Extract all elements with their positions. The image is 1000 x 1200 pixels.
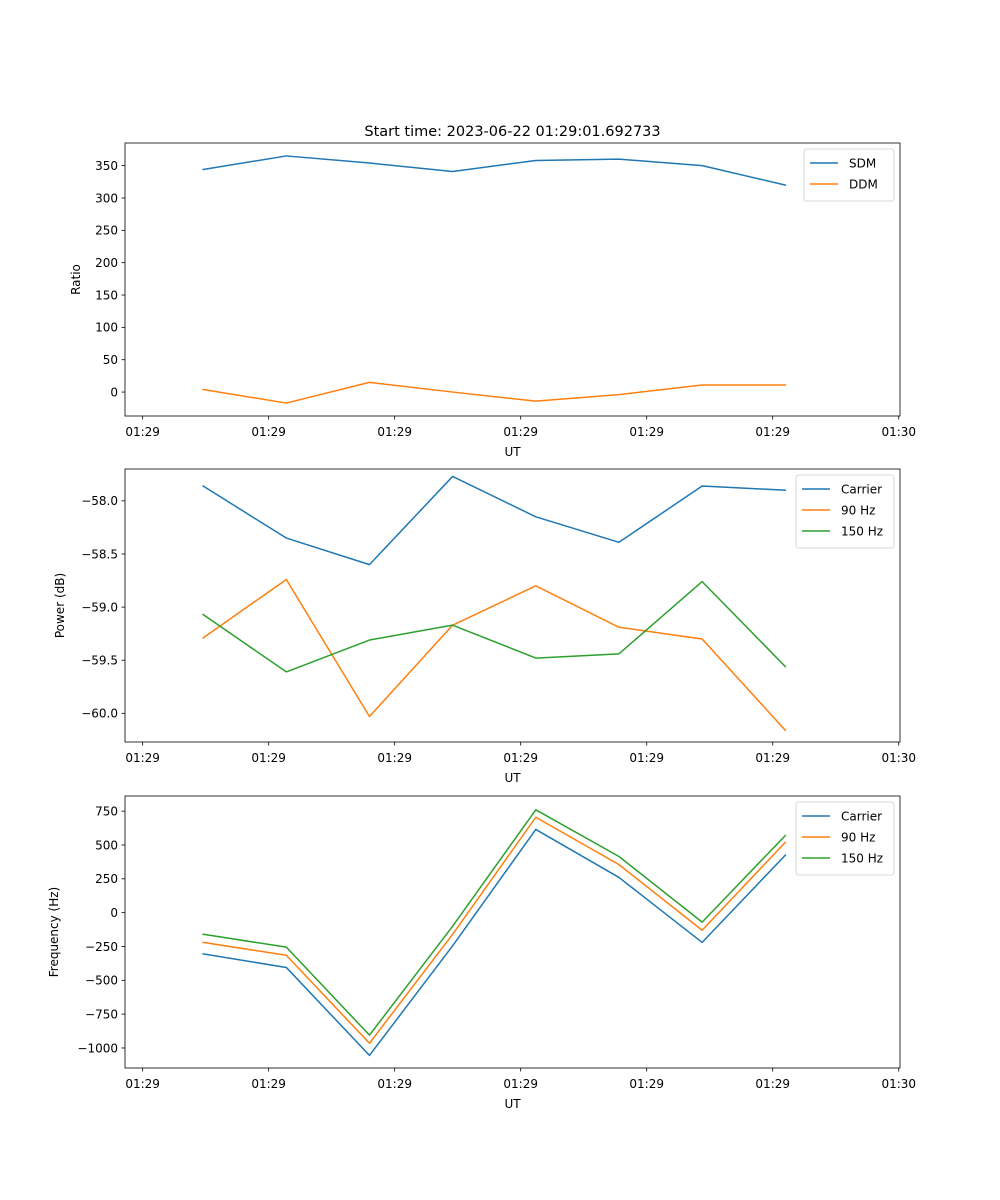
chart-3-y-tick-label: −500 xyxy=(85,974,118,988)
chart-1-y-tick-label: 100 xyxy=(95,321,118,335)
chart-1-axes-frame xyxy=(124,142,901,417)
chart-2-y-tick-label: −58.5 xyxy=(81,547,118,561)
subplot-2: 01:29 01:29 01:29 01:29 01:29 01:29 01:30 UT −60… xyxy=(53,468,916,785)
chart-1-x-tick-label: 01:30 xyxy=(881,425,916,439)
chart-3-y-tick-label: 0 xyxy=(110,906,118,920)
chart-1-x-tick-label: 01:29 xyxy=(755,425,790,439)
chart-1-y-tick-label: 300 xyxy=(95,191,118,205)
chart-2-legend-entry-3: 150 Hz xyxy=(841,525,883,539)
chart-2-legend: Carrier 90 Hz 150 Hz xyxy=(795,474,895,549)
chart-2-y-tick-label: −60.0 xyxy=(81,707,118,721)
chart-3-legend-box xyxy=(795,801,895,876)
chart-2-series-1-line xyxy=(202,475,787,566)
chart-3-legend-entry-2: 90 Hz xyxy=(841,831,875,845)
chart-3-series-2-line xyxy=(202,816,787,1044)
chart-3-x-axis-label: UT xyxy=(504,1097,521,1111)
chart-2-x-tick-label: 01:29 xyxy=(377,751,412,765)
subplot-1: 01:29 01:29 01:29 01:29 01:29 01:29 01:30 UT 0 50… xyxy=(69,142,916,459)
chart-3-x-tick-label: 01:29 xyxy=(377,1077,412,1091)
chart-1-legend-entry-1: SDM xyxy=(849,157,876,171)
chart-1-series-2-line xyxy=(202,381,787,404)
chart-3-y-tick-label: 500 xyxy=(95,838,118,852)
chart-3-y-tick-label: −750 xyxy=(85,1007,118,1021)
chart-1-legend-box xyxy=(803,148,895,202)
chart-2-legend-entry-1: Carrier xyxy=(841,483,882,497)
chart-2-x-tick-label: 01:29 xyxy=(503,751,538,765)
chart-1-x-tick-label: 01:29 xyxy=(377,425,412,439)
chart-3-x-tick-label: 01:29 xyxy=(125,1077,160,1091)
chart-2-y-axis-label: Power (dB) xyxy=(53,573,67,638)
chart-3-series-1-line xyxy=(202,828,787,1057)
chart-1-legend-entry-2: DDM xyxy=(849,178,878,192)
chart-3-x-tick-label: 01:29 xyxy=(503,1077,538,1091)
chart-1-y-tick-label: 0 xyxy=(110,385,118,399)
chart-1-y-tick-label: 50 xyxy=(103,353,118,367)
chart-3-series-3-line xyxy=(202,809,787,1036)
chart-1-y-tick-label: 350 xyxy=(95,159,118,173)
chart-1-x-tick-label: 01:29 xyxy=(125,425,160,439)
chart-3-x-tick-label: 01:29 xyxy=(251,1077,286,1091)
chart-3-x-tick-label: 01:30 xyxy=(881,1077,916,1091)
chart-3-legend-entry-3: 150 Hz xyxy=(841,852,883,866)
chart-1-legend: SDM DDM xyxy=(803,148,895,202)
chart-2-axes-frame xyxy=(124,468,901,743)
chart-1-y-tick-label: 200 xyxy=(95,256,118,270)
chart-2-y-tick-label: −58.0 xyxy=(81,494,118,508)
chart-1-y-tick-label: 150 xyxy=(95,288,118,302)
chart-2-x-axis-label: UT xyxy=(504,771,521,785)
chart-3-legend-entry-1: Carrier xyxy=(841,810,882,824)
chart-1-x-tick-label: 01:29 xyxy=(629,425,664,439)
figure-title: Start time: 2023-06-22 01:29:01.692733 xyxy=(364,124,660,140)
chart-2-x-tick-label: 01:29 xyxy=(629,751,664,765)
chart-1-y-tick-label: 250 xyxy=(95,224,118,238)
chart-3-axes-frame xyxy=(124,795,901,1069)
chart-3-y-tick-label: −1000 xyxy=(77,1041,118,1055)
chart-1-x-tick-label: 01:29 xyxy=(251,425,286,439)
chart-2-y-tick-label: −59.0 xyxy=(81,600,118,614)
chart-1-series-1-line xyxy=(202,155,787,186)
chart-3-y-tick-label: −250 xyxy=(85,940,118,954)
chart-2-x-tick-label: 01:29 xyxy=(755,751,790,765)
chart-1-x-axis-label: UT xyxy=(504,445,521,459)
chart-3-y-axis-label: Frequency (Hz) xyxy=(47,887,61,978)
chart-3-x-tick-label: 01:29 xyxy=(755,1077,790,1091)
chart-2-x-tick-label: 01:30 xyxy=(881,751,916,765)
chart-3-y-tick-label: 750 xyxy=(95,804,118,818)
chart-2-x-tick-label: 01:29 xyxy=(251,751,286,765)
chart-2-legend-box xyxy=(795,474,895,549)
chart-1-x-tick-label: 01:29 xyxy=(503,425,538,439)
chart-3-x-tick-label: 01:29 xyxy=(629,1077,664,1091)
subplot-3: 01:29 01:29 01:29 01:29 01:29 01:29 01:30 UT −10… xyxy=(47,795,916,1111)
chart-2-x-tick-label: 01:29 xyxy=(125,751,160,765)
chart-1-y-axis-label: Ratio xyxy=(69,264,83,295)
chart-2-series-3-line xyxy=(202,580,787,673)
chart-3-y-tick-label: 250 xyxy=(95,872,118,886)
chart-2-legend-entry-2: 90 Hz xyxy=(841,504,875,518)
chart-2-y-tick-label: −59.5 xyxy=(81,654,118,668)
chart-2-series-2-line xyxy=(202,578,787,732)
chart-3-legend: Carrier 90 Hz 150 Hz xyxy=(795,801,895,876)
